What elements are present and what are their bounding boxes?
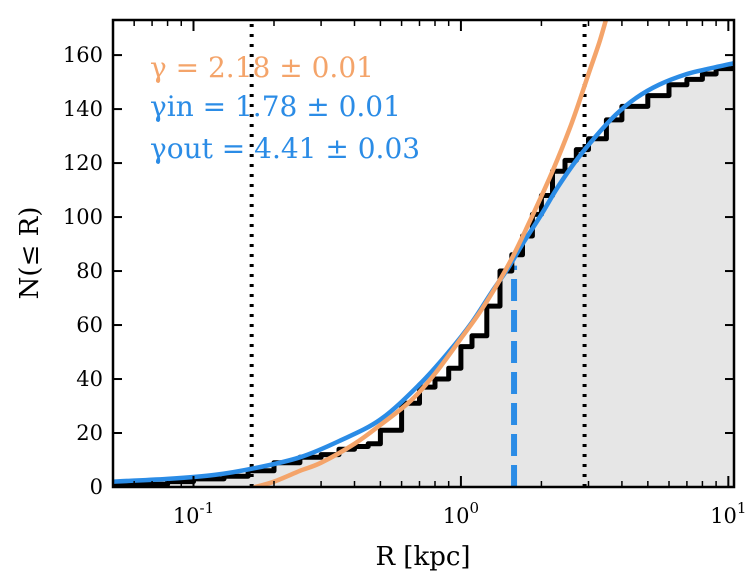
y-tick-label: 100 [63, 205, 103, 229]
y-tick-label: 140 [63, 97, 103, 121]
fill-layer [113, 65, 734, 487]
series-layer [113, 20, 734, 487]
annotation-gamma: γ = 2.18 ± 0.01 [150, 51, 374, 84]
cumulative-fill [113, 65, 734, 487]
tick-layer: 0 20 40 60 80 100 120 140 160 10-1 100 101 [63, 20, 746, 528]
annotation-gamma-out: γout = 4.41 ± 0.03 [150, 132, 420, 165]
y-tick-label: 20 [76, 421, 103, 445]
y-tick-label: 40 [76, 367, 103, 391]
y-axis-label: N(≤ R) [15, 207, 45, 300]
x-tick-label: 100 [443, 499, 479, 528]
y-tick-label: 160 [63, 43, 103, 67]
x-tick-label: 101 [710, 499, 746, 528]
annotation-layer: γ = 2.18 ± 0.01 γin = 1.78 ± 0.01 γout =… [150, 51, 420, 165]
fit-line-2 [252, 20, 609, 487]
x-tick-label: 10-1 [173, 499, 214, 528]
y-tick-label: 120 [63, 151, 103, 175]
y-tick-label: 80 [76, 259, 103, 283]
y-tick-label: 60 [76, 313, 103, 337]
vline-layer [249, 20, 587, 487]
annotation-gamma-in: γin = 1.78 ± 0.01 [150, 90, 401, 123]
y-tick-label: 0 [90, 475, 103, 499]
plot-area [113, 20, 734, 487]
x-axis-label: R [kpc] [375, 542, 470, 572]
plot-frame [111, 18, 736, 489]
